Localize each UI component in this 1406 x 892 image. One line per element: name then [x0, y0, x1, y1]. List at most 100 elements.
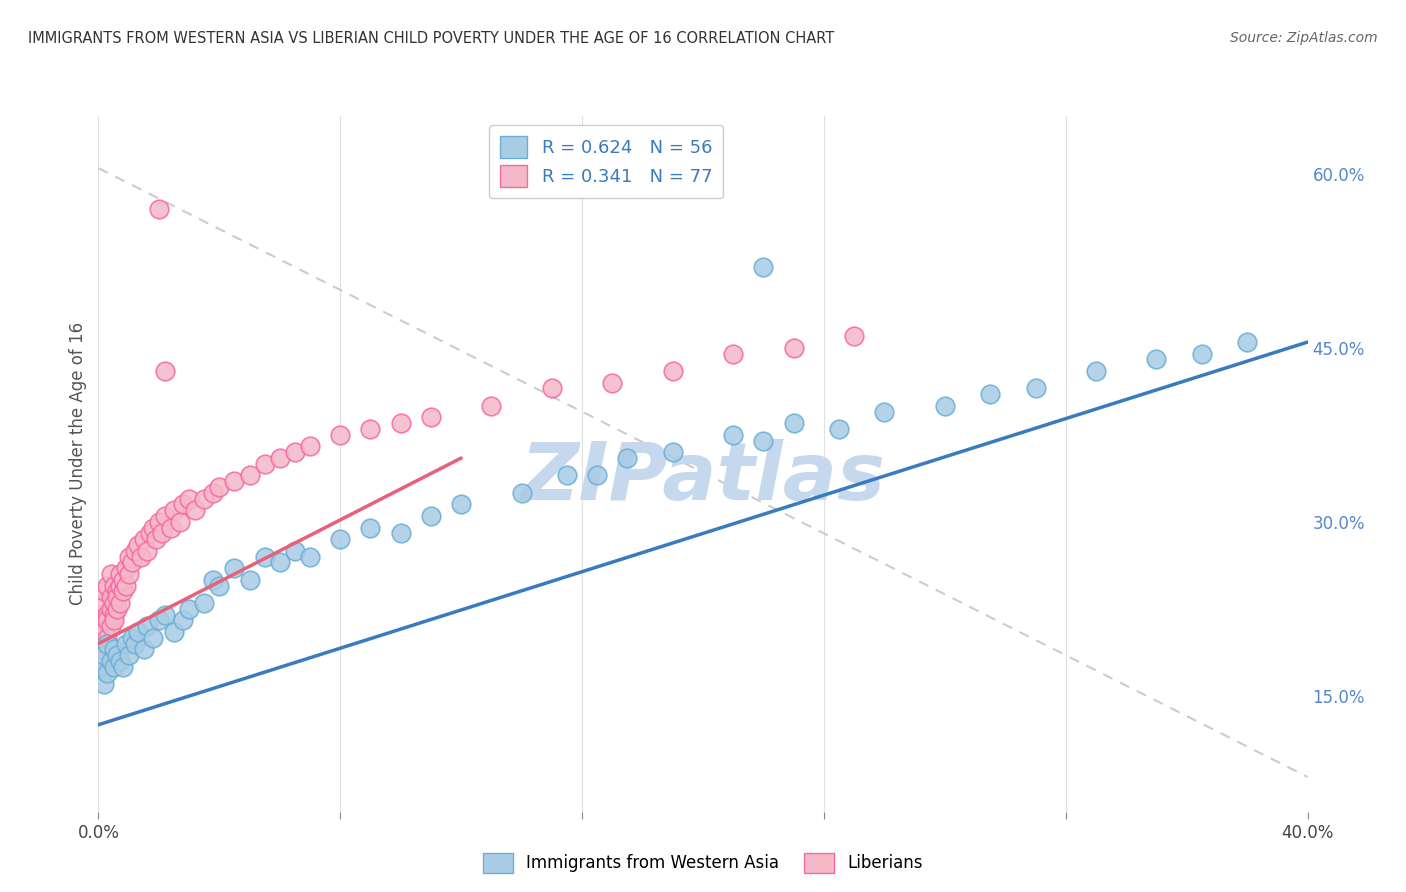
Point — [124, 543, 146, 558]
Point — [114, 637, 136, 651]
Point — [389, 526, 412, 541]
Point — [132, 532, 155, 546]
Point — [108, 654, 131, 668]
Point — [100, 654, 122, 668]
Point — [510, 485, 533, 500]
Point — [420, 508, 443, 523]
Point — [163, 503, 186, 517]
Point — [193, 491, 215, 506]
Point — [160, 520, 183, 534]
Point — [90, 631, 112, 645]
Point — [224, 474, 246, 488]
Point — [329, 532, 352, 546]
Point — [93, 648, 115, 662]
Point — [389, 416, 412, 430]
Point — [105, 584, 128, 599]
Point — [142, 520, 165, 534]
Point — [100, 601, 122, 615]
Point — [184, 503, 207, 517]
Point — [121, 631, 143, 645]
Point — [105, 601, 128, 615]
Point — [1236, 334, 1258, 349]
Point — [662, 445, 685, 459]
Point — [103, 578, 125, 592]
Point — [96, 637, 118, 651]
Point — [269, 555, 291, 569]
Point — [179, 601, 201, 615]
Point — [108, 596, 131, 610]
Point — [111, 584, 134, 599]
Point — [284, 543, 307, 558]
Point — [105, 591, 128, 605]
Point — [135, 619, 157, 633]
Point — [132, 642, 155, 657]
Point — [360, 422, 382, 436]
Point — [540, 382, 562, 396]
Point — [118, 648, 141, 662]
Point — [114, 578, 136, 592]
Point — [979, 387, 1001, 401]
Point — [662, 364, 685, 378]
Point — [723, 346, 745, 360]
Point — [153, 364, 176, 378]
Point — [121, 555, 143, 569]
Text: Source: ZipAtlas.com: Source: ZipAtlas.com — [1230, 31, 1378, 45]
Point — [93, 596, 115, 610]
Point — [90, 607, 112, 622]
Point — [873, 404, 896, 418]
Point — [1085, 364, 1108, 378]
Point — [844, 329, 866, 343]
Point — [1144, 352, 1167, 367]
Point — [96, 637, 118, 651]
Point — [114, 561, 136, 575]
Point — [269, 450, 291, 466]
Point — [100, 619, 122, 633]
Legend: R = 0.624   N = 56, R = 0.341   N = 77: R = 0.624 N = 56, R = 0.341 N = 77 — [489, 125, 723, 198]
Point — [93, 654, 115, 668]
Point — [153, 508, 176, 523]
Point — [103, 614, 125, 628]
Point — [193, 596, 215, 610]
Point — [783, 416, 806, 430]
Point — [299, 549, 322, 564]
Point — [103, 607, 125, 622]
Point — [150, 526, 173, 541]
Point — [111, 660, 134, 674]
Point — [329, 427, 352, 442]
Point — [111, 573, 134, 587]
Point — [93, 584, 115, 599]
Point — [90, 660, 112, 674]
Point — [90, 660, 112, 674]
Point — [105, 648, 128, 662]
Point — [108, 578, 131, 592]
Point — [723, 427, 745, 442]
Point — [828, 422, 851, 436]
Point — [96, 614, 118, 628]
Point — [142, 631, 165, 645]
Point — [93, 624, 115, 639]
Point — [96, 578, 118, 592]
Point — [208, 480, 231, 494]
Point — [224, 561, 246, 575]
Point — [139, 526, 162, 541]
Point — [616, 450, 638, 466]
Point — [127, 624, 149, 639]
Point — [148, 614, 170, 628]
Point — [179, 491, 201, 506]
Point — [90, 648, 112, 662]
Point — [934, 399, 956, 413]
Point — [103, 642, 125, 657]
Point — [169, 515, 191, 529]
Point — [208, 578, 231, 592]
Point — [135, 543, 157, 558]
Point — [783, 341, 806, 355]
Point — [127, 538, 149, 552]
Point — [108, 567, 131, 582]
Point — [450, 497, 472, 511]
Point — [752, 260, 775, 274]
Point — [284, 445, 307, 459]
Point — [239, 468, 262, 483]
Point — [163, 624, 186, 639]
Point — [586, 468, 609, 483]
Point — [555, 468, 578, 483]
